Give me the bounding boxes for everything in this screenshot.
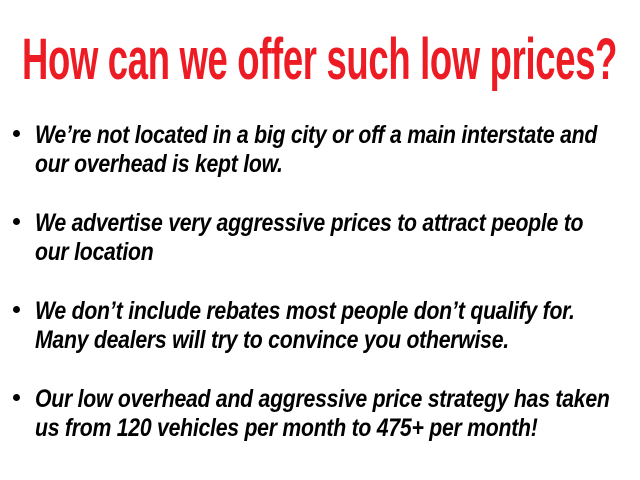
bullet-line: Many dealers will try to convince you ot… <box>35 326 509 354</box>
bullet-line: We’re not located in a big city or off a… <box>35 121 598 149</box>
bullet-dot-icon <box>13 130 20 137</box>
bullet-line: We don’t include rebates most people don… <box>35 297 575 325</box>
bullet-dot-icon <box>13 218 20 225</box>
slide-title: How can we offer such low prices? <box>22 27 618 92</box>
bullet-dot-icon <box>13 306 20 313</box>
bullet-line: our overhead is kept low. <box>35 150 283 178</box>
bullet-line: our location <box>35 238 154 266</box>
bullet-line: We advertise very aggressive prices to a… <box>35 209 584 237</box>
bullet-dot-icon <box>13 394 20 401</box>
bullet-line: Our low overhead and aggressive price st… <box>35 385 610 413</box>
bullet-line: us from 120 vehicles per month to 475+ p… <box>35 414 538 442</box>
